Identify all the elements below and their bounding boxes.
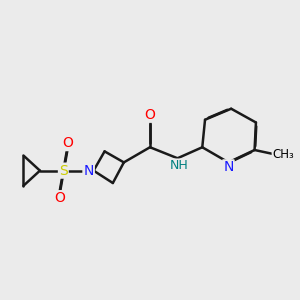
Text: S: S (59, 164, 68, 178)
Text: CH₃: CH₃ (273, 148, 294, 160)
Text: N: N (223, 160, 234, 174)
Text: NH: NH (169, 160, 188, 172)
Text: O: O (54, 191, 64, 205)
Text: O: O (145, 108, 155, 122)
Text: N: N (83, 164, 94, 178)
Text: O: O (62, 136, 73, 150)
